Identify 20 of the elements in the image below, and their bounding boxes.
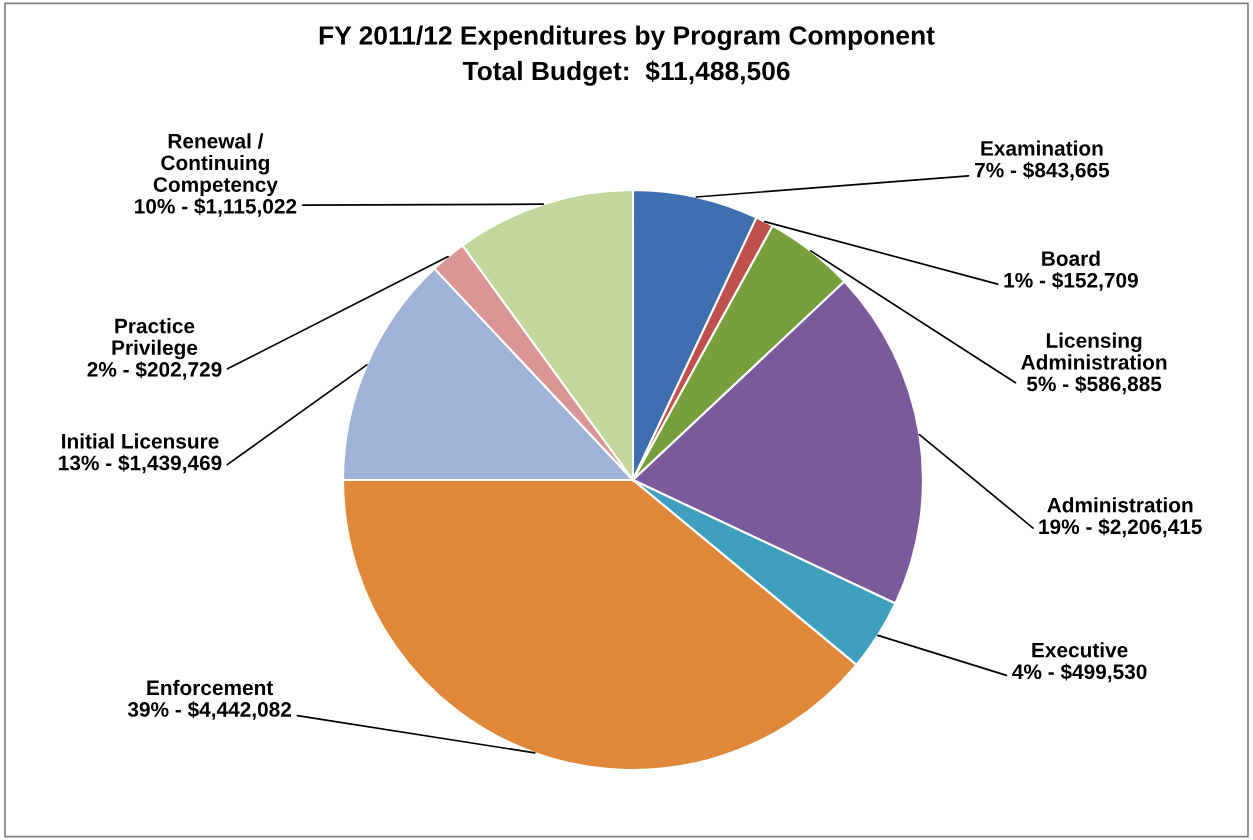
- data-label: 5% - $586,885: [1026, 375, 1162, 395]
- chart-title: FY 2011/12 Expenditures by Program Component: [319, 25, 935, 51]
- slice-label: Licensing Administration: [1021, 332, 1167, 370]
- data-label: 7% - $843,665: [975, 161, 1110, 181]
- slice-label: Practice Privilege: [112, 318, 198, 360]
- data-label: 10% - $1,115,022: [135, 198, 297, 217]
- data-label: 4% - $499,530: [1012, 663, 1147, 683]
- data-label: 2% - $202,729: [87, 361, 222, 380]
- slice-label: Board: [1042, 250, 1100, 266]
- data-label: 13% - $1,439,469: [59, 454, 222, 474]
- data-label: 1% - $152,709: [1004, 271, 1138, 291]
- data-label: 19% - $2,206,415: [1039, 518, 1202, 538]
- slice-label: Enforcement: [147, 679, 274, 696]
- chart-subtitle: Total Budget: $11,488,506: [462, 60, 790, 86]
- data-label: 39% - $4,442,082: [127, 701, 292, 720]
- slice-label: Examination: [981, 140, 1103, 156]
- slice-label: Renewal / Continuing Competency: [153, 133, 278, 197]
- slice-label: Initial Licensure: [62, 433, 219, 449]
- slice-label: Executive: [1032, 642, 1128, 658]
- slice-label: Administration: [1047, 497, 1193, 513]
